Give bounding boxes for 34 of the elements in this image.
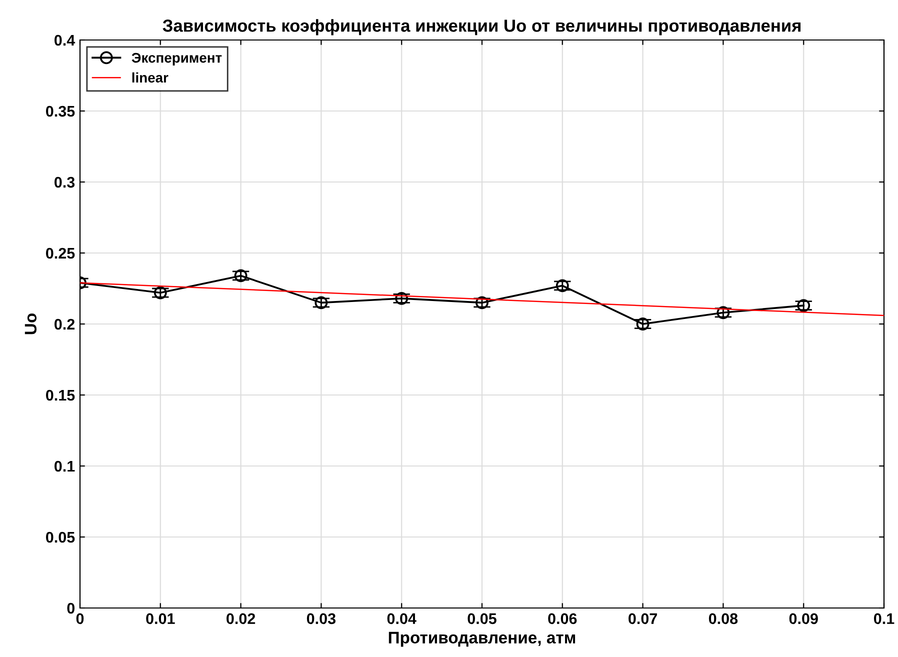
chart-title: Зависимость коэффициента инжекции Uo от величины противодавления: [162, 19, 801, 36]
y-tick-label: 0.1: [54, 460, 75, 472]
x-tick-label: 0.04: [387, 613, 416, 624]
x-tick-label: 0.01: [146, 613, 175, 624]
point: [716, 306, 730, 320]
x-tick-label: 0.06: [548, 613, 577, 624]
y-tick-label: 0.2: [54, 318, 75, 330]
x-tick-label: 0.07: [628, 613, 657, 624]
point: [556, 279, 569, 292]
x-tick-label: 0: [76, 613, 84, 624]
y-tick-label: 0.05: [46, 532, 75, 543]
x-tick-label: 0.09: [789, 613, 818, 624]
point: [395, 292, 408, 305]
point: [797, 299, 810, 312]
y-tick-label: 0.25: [46, 248, 75, 259]
x-axis-title: Противодавление, атм: [388, 632, 576, 647]
x-tick-label: 0.08: [708, 613, 738, 624]
x-tick-label: 0.1: [874, 613, 894, 624]
legend-label: Эксперимент: [132, 52, 222, 66]
y-tick-label: 0.15: [46, 390, 75, 401]
y-axis-title: Uo: [24, 314, 37, 334]
x-tick-label: 0.05: [468, 613, 496, 624]
y-tick-label: 0: [67, 602, 75, 614]
legend-label: linear: [132, 72, 168, 83]
point: [314, 296, 328, 310]
point: [234, 269, 248, 282]
y-tick-label: 0.4: [54, 34, 76, 46]
point: [636, 318, 650, 330]
x-tick-label: 0.03: [306, 613, 336, 624]
point: [154, 286, 167, 300]
y-tick-label: 0.35: [46, 106, 75, 117]
point: [476, 296, 488, 310]
y-tick-label: 0.3: [54, 176, 75, 188]
x-tick-label: 0.02: [226, 613, 256, 624]
